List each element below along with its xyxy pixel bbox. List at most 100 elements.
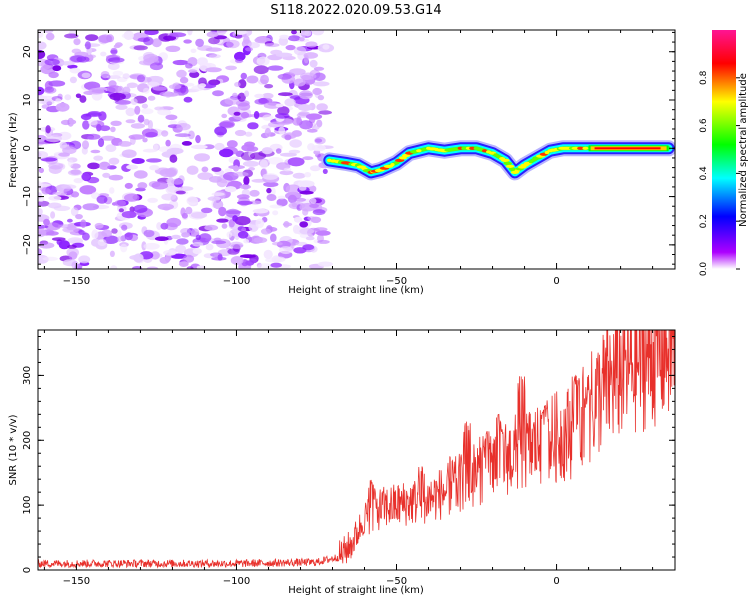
heatmap-cell (221, 113, 228, 119)
heatmap-cell (293, 216, 303, 223)
heatmap-cell (237, 92, 246, 102)
heatmap-cell (207, 196, 221, 201)
heatmap-cell (234, 30, 247, 35)
heatmap-cell (118, 208, 124, 213)
heatmap-hot-cell (420, 147, 427, 152)
heatmap-cell (70, 169, 81, 175)
heatmap-cell (293, 197, 307, 202)
heatmap-cell (216, 178, 228, 188)
heatmap-cell (144, 30, 159, 36)
heatmap-cell (146, 75, 164, 84)
heatmap-cell (147, 81, 160, 88)
heatmap-cell (44, 58, 60, 66)
heatmap-cell (64, 33, 79, 39)
heatmap-cell (137, 114, 145, 123)
heatmap-cell (69, 119, 77, 125)
heatmap-cell (270, 233, 277, 243)
heatmap-hot-cell (503, 161, 513, 165)
heatmap-cell (81, 172, 91, 181)
heatmap-cell (114, 100, 132, 105)
heatmap-cell (75, 93, 82, 99)
heatmap-cell (38, 181, 44, 189)
heatmap-cell (44, 86, 55, 93)
heatmap-cell (275, 52, 293, 58)
heatmap-cell (84, 41, 91, 50)
heatmap-cell (197, 45, 213, 51)
spectrogram-frame (37, 29, 676, 270)
heatmap-cell (292, 172, 306, 179)
heatmap-cell (165, 45, 181, 52)
heatmap-cell (38, 208, 43, 216)
heatmap-cell (283, 167, 292, 172)
heatmap-hot-cell (482, 149, 487, 153)
heatmap-cell (233, 171, 249, 177)
heatmap-cell (189, 71, 200, 78)
heatmap-cell (178, 261, 189, 267)
heatmap-cell (284, 98, 296, 107)
heatmap-cell (136, 74, 146, 83)
heatmap-cell (246, 75, 259, 84)
heatmap-cell (174, 133, 191, 138)
heatmap-cell (51, 237, 66, 242)
heatmap-cell (303, 54, 309, 64)
heatmap-cell (118, 141, 132, 147)
heatmap-cell (309, 203, 319, 208)
heatmap-cell (176, 69, 187, 78)
heatmap-cell (299, 72, 317, 80)
spectrogram-y-tick-label: −20 (22, 234, 33, 255)
heatmap-cell (237, 102, 251, 111)
heatmap-cell (110, 47, 118, 56)
heatmap-cell (267, 157, 284, 165)
heatmap-cell (208, 54, 221, 59)
heatmap-cell (147, 197, 159, 203)
heatmap-cell (190, 48, 197, 53)
heatmap-cell (316, 103, 328, 111)
heatmap-cell (318, 110, 332, 115)
heatmap-cell (67, 64, 78, 69)
heatmap-cell (212, 90, 224, 97)
heatmap-cell (263, 102, 281, 109)
spectrogram-y-tick-label: 10 (22, 94, 33, 107)
heatmap-cell (48, 71, 59, 79)
heatmap-cell (137, 182, 148, 189)
heatmap-cell (322, 168, 328, 174)
heatmap-cell (134, 105, 141, 115)
heatmap-cell (245, 47, 253, 52)
heatmap-cell (69, 67, 81, 74)
heatmap-cell (243, 35, 250, 45)
heatmap-cell (305, 41, 318, 48)
heatmap-cell (143, 229, 155, 238)
snr-series-line (38, 330, 675, 569)
heatmap-cell (45, 125, 51, 134)
heatmap-cell (48, 162, 64, 170)
heatmap-cell (249, 258, 258, 264)
heatmap-cell (244, 90, 250, 97)
heatmap-cell (241, 144, 255, 152)
heatmap-cell (70, 191, 80, 198)
spectrogram-y-tick-label: 20 (22, 45, 33, 58)
heatmap-cell (71, 261, 79, 269)
spectrogram-x-tick-label: 0 (553, 276, 559, 287)
heatmap-cell (67, 244, 77, 249)
heatmap-cell (266, 194, 277, 201)
heatmap-hot-cell (390, 163, 395, 167)
heatmap-cell (253, 111, 260, 119)
heatmap-cell (261, 147, 273, 155)
heatmap-cell (260, 74, 269, 85)
heatmap-cell (269, 204, 283, 209)
heatmap-cell (87, 162, 100, 170)
spectrogram-y-tick-label: 0 (22, 145, 33, 151)
snr-x-tick-label: −50 (386, 576, 407, 587)
snr-x-tick-label: −150 (63, 576, 90, 587)
heatmap-cell (149, 62, 164, 71)
heatmap-cell (176, 238, 189, 245)
heatmap-cell (81, 72, 91, 79)
snr-x-tick-label: −100 (223, 576, 250, 587)
heatmap-cell (126, 82, 138, 89)
heatmap-cell (50, 211, 56, 219)
heatmap-cell (79, 185, 97, 195)
heatmap-cell (190, 144, 208, 150)
heatmap-cell (190, 212, 208, 219)
heatmap-cell (247, 42, 260, 49)
heatmap-cell (219, 148, 234, 158)
